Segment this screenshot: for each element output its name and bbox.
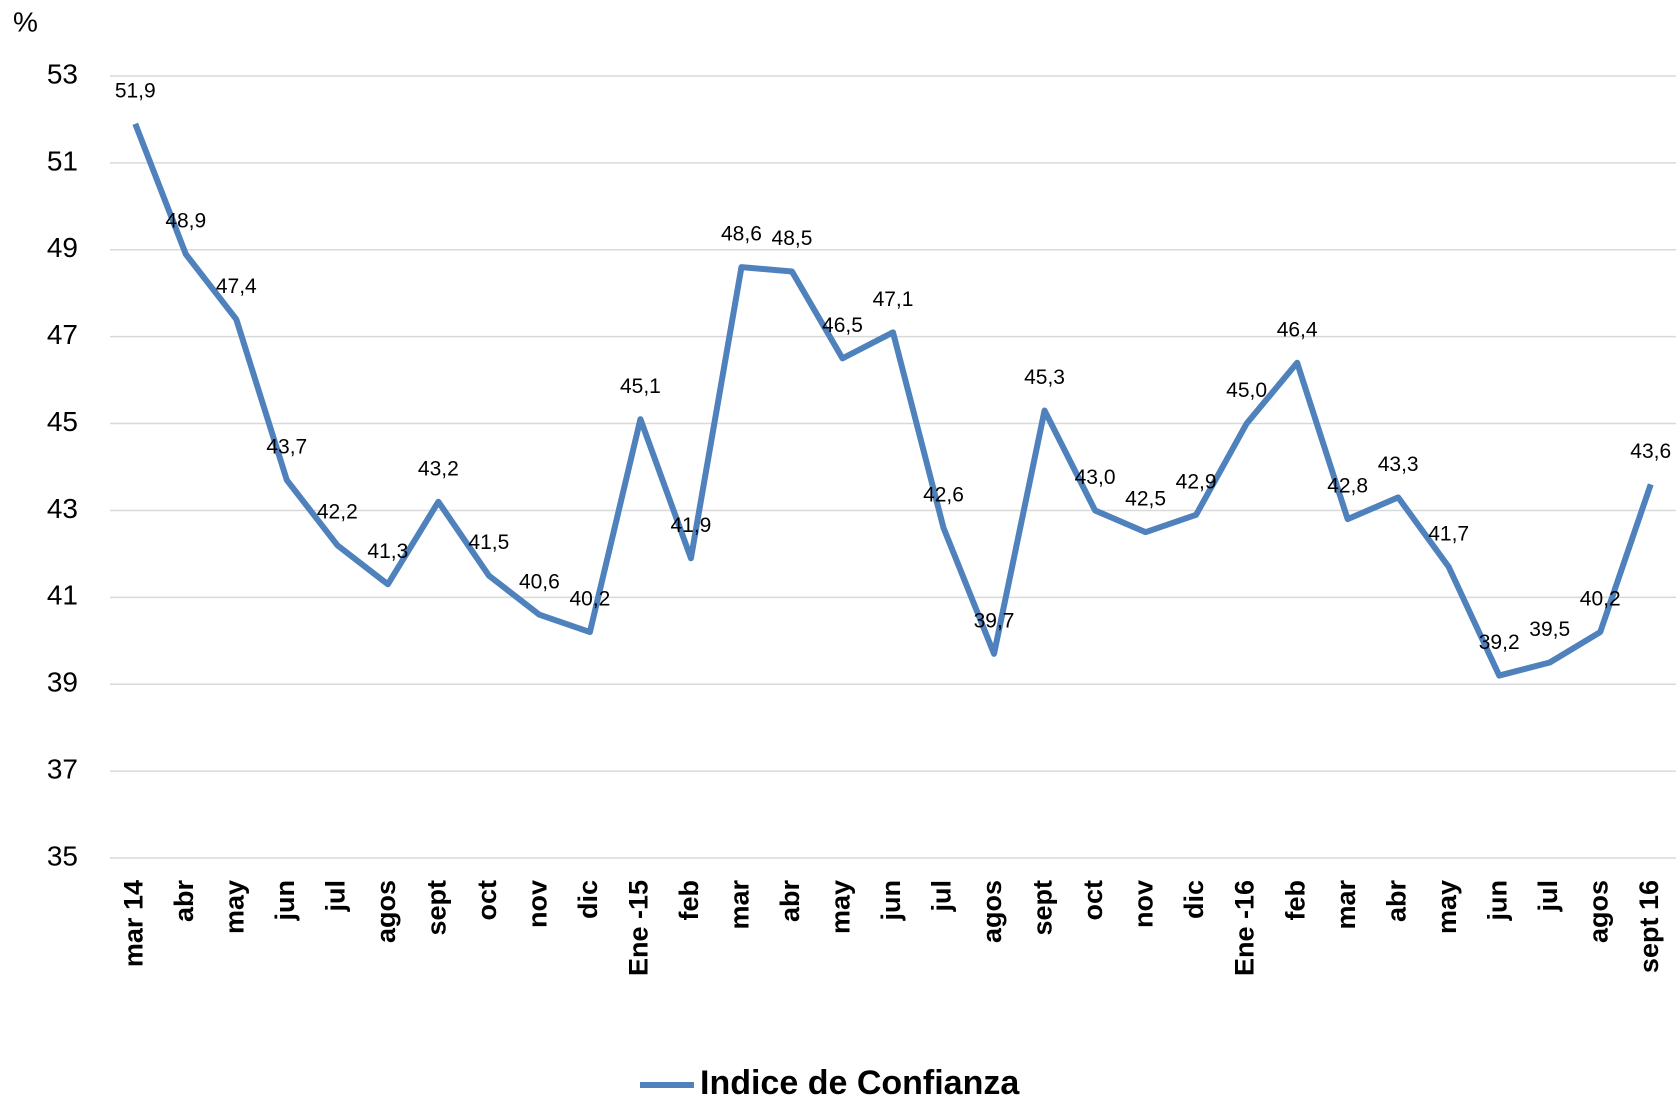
value-label: 39,5	[1529, 618, 1570, 641]
value-label: 42,5	[1125, 488, 1166, 511]
data-line	[135, 124, 1650, 676]
value-label: 42,2	[317, 501, 358, 524]
y-tick-label: 41	[47, 580, 78, 611]
x-tick-label: agos	[977, 880, 1007, 943]
y-tick-label: 53	[47, 58, 78, 89]
x-tick-label: sept	[421, 880, 451, 936]
value-label: 48,6	[721, 223, 762, 246]
value-label: 40,2	[569, 588, 610, 611]
y-tick-label: 43	[47, 493, 78, 524]
x-tick-label: may	[1432, 880, 1462, 934]
value-label: 41,3	[367, 540, 408, 563]
y-axis-label: %	[13, 6, 38, 37]
x-tick-label: nov	[1129, 880, 1159, 928]
x-tick-label: sept 16	[1634, 880, 1664, 973]
x-tick-label: feb	[674, 880, 704, 921]
value-label: 51,9	[115, 79, 156, 102]
chart: % 35373941434547495153mar 14abrmayjunjul…	[0, 0, 1679, 1103]
x-tick-label: mar	[1331, 880, 1361, 930]
value-label: 47,4	[216, 275, 257, 298]
x-tick-label: jun	[876, 880, 906, 922]
x-tick-label: abr	[169, 880, 199, 923]
x-tick-label: abr	[775, 880, 805, 923]
y-tick-label: 47	[47, 319, 78, 350]
value-label: 48,9	[165, 210, 206, 233]
value-label: 45,3	[1024, 366, 1065, 389]
x-tick-label: feb	[1280, 880, 1310, 921]
value-label: 42,9	[1176, 470, 1217, 493]
y-tick-label: 35	[47, 840, 78, 871]
x-tick-label: dic	[1179, 880, 1209, 919]
x-tick-label: Ene -16	[1230, 880, 1260, 976]
x-tick-label: agos	[371, 880, 401, 943]
value-label: 40,6	[519, 570, 560, 593]
x-tick-label: Ene -15	[624, 880, 654, 976]
y-tick-label: 39	[47, 667, 78, 698]
value-label: 47,1	[873, 288, 914, 311]
y-tick-label: 37	[47, 754, 78, 785]
x-tick-label: may	[219, 880, 249, 934]
x-tick-label: jul	[1533, 880, 1563, 913]
value-label: 46,4	[1277, 318, 1318, 341]
value-label: 41,7	[1428, 522, 1469, 545]
x-tick-label: abr	[1381, 880, 1411, 923]
x-tick-label: jul	[320, 880, 350, 913]
legend-label: Indice de Confianza	[700, 1064, 1020, 1102]
y-tick-label: 49	[47, 232, 78, 263]
value-label: 42,6	[923, 483, 964, 506]
value-label: 45,0	[1226, 379, 1267, 402]
value-label: 43,6	[1630, 440, 1671, 463]
x-tick-label: jun	[1482, 880, 1512, 922]
x-tick-label: jun	[270, 880, 300, 922]
value-label: 43,3	[1378, 453, 1419, 476]
value-label: 42,8	[1327, 475, 1368, 498]
x-tick-label: mar 14	[118, 880, 148, 967]
x-tick-label: jul	[927, 880, 957, 913]
value-label: 39,7	[974, 609, 1015, 632]
value-label: 39,2	[1479, 631, 1520, 654]
y-tick-label: 45	[47, 406, 78, 437]
value-label: 41,5	[468, 531, 509, 554]
value-label: 43,0	[1075, 466, 1116, 489]
value-label: 48,5	[772, 227, 813, 250]
x-tick-label: agos	[1583, 880, 1613, 943]
x-tick-label: sept	[1028, 880, 1058, 936]
x-tick-label: oct	[472, 880, 502, 921]
value-label: 46,5	[822, 314, 863, 337]
x-tick-label: mar	[725, 880, 755, 930]
value-label: 43,7	[266, 436, 307, 459]
value-label: 43,2	[418, 457, 459, 480]
value-label: 45,1	[620, 375, 661, 398]
y-tick-label: 51	[47, 145, 78, 176]
x-tick-label: oct	[1078, 880, 1108, 921]
value-label: 40,2	[1580, 588, 1621, 611]
x-tick-label: dic	[573, 880, 603, 919]
value-label: 41,9	[670, 514, 711, 537]
x-tick-label: may	[826, 880, 856, 934]
x-tick-label: nov	[523, 880, 553, 928]
